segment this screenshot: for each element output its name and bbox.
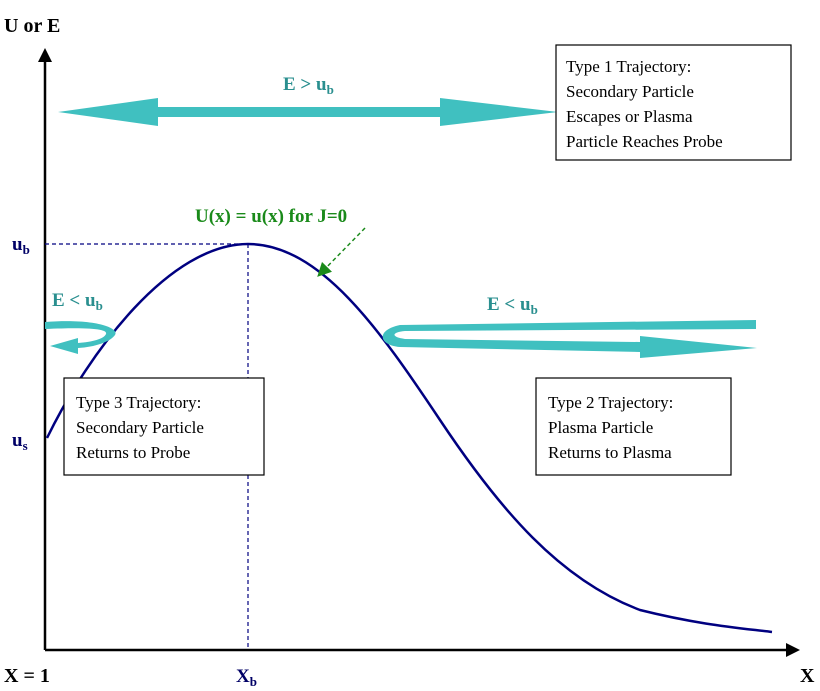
- y-axis-label: U or E: [4, 15, 60, 37]
- energy-label-left: E < ub: [52, 290, 103, 313]
- type1-box: Type 1 Trajectory: Secondary Particle Es…: [555, 44, 792, 161]
- type3-return-arrow: [45, 321, 116, 354]
- curve-label-pointer: [317, 227, 366, 277]
- type3-box: Type 3 Trajectory: Secondary Particle Re…: [63, 377, 265, 476]
- x-peak-label: Xb: [236, 666, 257, 689]
- svg-text:Type 2 Trajectory:: Type 2 Trajectory:: [548, 393, 673, 412]
- svg-text:Type 1 Trajectory:: Type 1 Trajectory:: [566, 57, 691, 76]
- energy-label-high: E > ub: [283, 74, 334, 97]
- svg-text:Secondary Particle: Secondary Particle: [566, 82, 694, 101]
- svg-text:Escapes or Plasma: Escapes or Plasma: [566, 107, 693, 126]
- energy-label-right: E < ub: [487, 294, 538, 317]
- svg-text:Returns to Probe: Returns to Probe: [76, 443, 190, 462]
- type2-box: Type 2 Trajectory: Plasma Particle Retur…: [535, 377, 732, 476]
- x-origin-label: X = 1: [4, 665, 50, 687]
- svg-text:Secondary Particle: Secondary Particle: [76, 418, 204, 437]
- svg-text:Particle Reaches Probe: Particle Reaches Probe: [566, 132, 723, 151]
- ub-level-label: ub: [12, 234, 30, 257]
- type1-double-arrow: [58, 98, 558, 126]
- svg-text:Plasma Particle: Plasma Particle: [548, 418, 653, 437]
- svg-text:Returns to Plasma: Returns to Plasma: [548, 443, 672, 462]
- potential-curve: [45, 242, 773, 634]
- us-level-label: us: [12, 430, 28, 453]
- curve-label: U(x) = u(x) for J=0: [195, 206, 347, 227]
- type2-return-arrow: [382, 320, 757, 358]
- svg-text:Type 3 Trajectory:: Type 3 Trajectory:: [76, 393, 201, 412]
- x-axis-label: X: [800, 665, 815, 687]
